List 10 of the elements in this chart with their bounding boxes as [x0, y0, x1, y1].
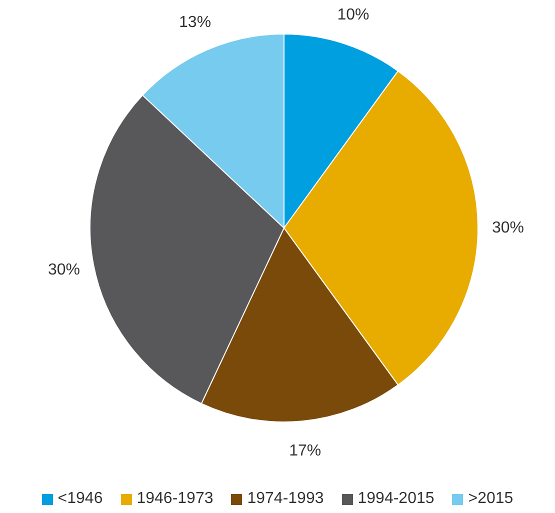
- legend-label: 1994-2015: [358, 490, 434, 508]
- data-label: 30%: [48, 261, 80, 278]
- data-label: 10%: [337, 6, 370, 24]
- data-label: 17%: [289, 442, 322, 460]
- legend-label: 1946-1973: [136, 490, 214, 508]
- legend-label: <1946: [58, 490, 103, 508]
- data-label: 30%: [492, 220, 524, 236]
- legend-label: >2015: [468, 490, 514, 508]
- legend-label: 1974-1993: [247, 490, 324, 508]
- data-label: 13%: [179, 14, 212, 31]
